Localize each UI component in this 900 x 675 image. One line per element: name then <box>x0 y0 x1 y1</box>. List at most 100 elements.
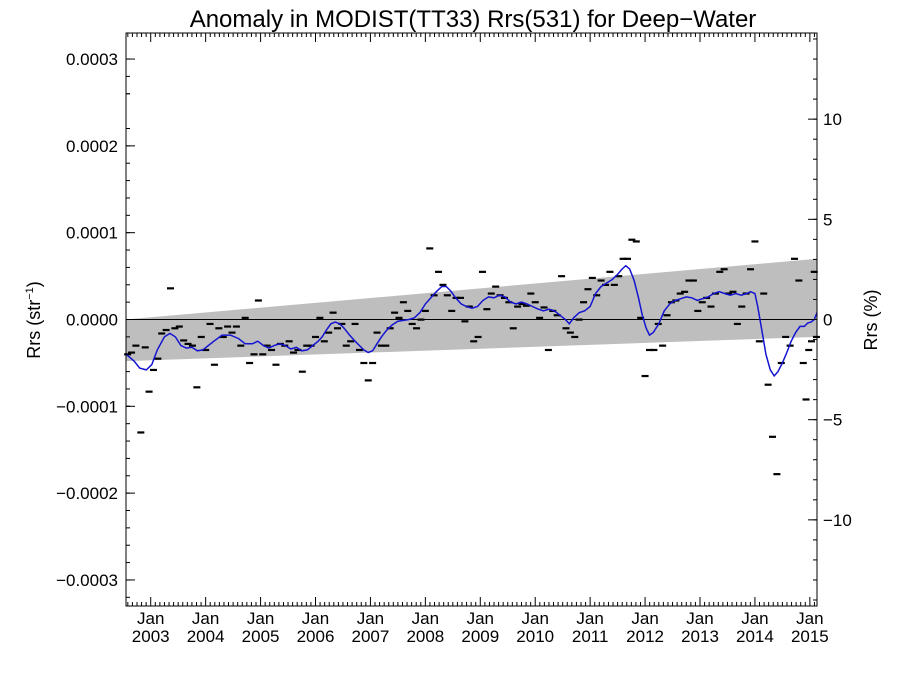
data-point <box>210 363 218 366</box>
data-point <box>430 294 438 297</box>
data-point <box>285 340 293 343</box>
data-point <box>500 296 508 299</box>
data-point <box>733 322 741 326</box>
data-point <box>676 292 684 295</box>
data-point <box>246 361 254 365</box>
left-tick-label: −0.0003 <box>56 571 118 590</box>
data-point <box>782 335 790 339</box>
data-point <box>137 431 145 434</box>
data-point <box>562 327 570 330</box>
data-point <box>404 309 412 313</box>
data-point <box>197 335 205 339</box>
data-point <box>805 348 813 352</box>
data-point <box>254 299 262 302</box>
data-point <box>799 361 807 365</box>
data-point <box>329 311 337 314</box>
data-point <box>154 357 162 360</box>
data-point <box>720 268 728 271</box>
y-axis-label-left-base: Rrs (str <box>24 300 44 359</box>
x-tick-label-year: 2006 <box>297 627 335 646</box>
data-point <box>544 348 552 352</box>
right-tick-label: 0 <box>823 311 832 330</box>
data-point <box>202 348 210 352</box>
x-tick-label-month: Jan <box>631 609 658 628</box>
data-point <box>421 309 429 313</box>
x-tick-label-year: 2015 <box>791 627 829 646</box>
x-tick-label-month: Jan <box>576 609 603 628</box>
data-point <box>729 290 737 293</box>
data-point <box>237 344 245 347</box>
data-point <box>149 368 157 372</box>
data-point <box>294 348 302 352</box>
data-point <box>663 314 671 317</box>
data-point <box>802 398 810 401</box>
data-point <box>747 268 755 271</box>
data-point <box>694 309 702 313</box>
x-tick-label-year: 2011 <box>572 627 609 646</box>
data-point <box>751 240 759 243</box>
data-point <box>790 257 798 260</box>
data-point <box>681 290 689 293</box>
data-point <box>228 331 236 334</box>
data-point <box>641 374 649 378</box>
x-tick-label-year: 2004 <box>187 627 225 646</box>
data-point <box>584 288 592 291</box>
data-point <box>303 344 311 347</box>
left-tick-label: 0.0002 <box>66 137 118 156</box>
left-tick-label: −0.0002 <box>56 484 118 503</box>
data-point <box>188 344 196 347</box>
data-point <box>457 296 465 299</box>
data-point <box>606 270 614 273</box>
data-point <box>588 276 596 280</box>
data-point <box>395 316 403 319</box>
data-point <box>312 335 320 339</box>
x-tick-label-year: 2010 <box>516 627 554 646</box>
left-tick-label: 0.0001 <box>66 224 118 243</box>
data-point <box>632 240 640 243</box>
data-point <box>571 335 579 339</box>
data-point <box>232 325 240 328</box>
data-point <box>650 348 658 352</box>
x-tick-label-month: Jan <box>247 609 274 628</box>
right-tick-label: 5 <box>823 210 832 229</box>
data-point <box>689 279 697 282</box>
data-point <box>307 344 315 347</box>
x-tick-label-month: Jan <box>137 609 164 628</box>
data-point <box>360 361 368 365</box>
data-point <box>413 327 421 330</box>
data-point <box>145 390 153 393</box>
data-point <box>597 279 605 282</box>
data-point <box>685 279 693 282</box>
data-point <box>659 344 667 347</box>
data-point <box>355 348 363 352</box>
y-axis-label-left-close: ) <box>24 281 44 287</box>
x-tick-label-month: Jan <box>796 609 823 628</box>
data-point <box>615 275 623 278</box>
data-point <box>132 344 140 347</box>
data-point <box>492 285 500 288</box>
x-tick-label-year: 2012 <box>626 627 664 646</box>
data-point <box>593 294 601 297</box>
data-point <box>241 316 249 319</box>
data-point <box>417 318 425 321</box>
data-point <box>760 292 768 295</box>
data-point <box>391 311 399 314</box>
data-point <box>408 322 416 326</box>
data-point <box>325 331 333 334</box>
data-point <box>333 327 341 330</box>
data-point <box>298 370 306 373</box>
data-point <box>369 361 377 365</box>
confidence-band <box>126 258 817 362</box>
data-point <box>272 363 280 366</box>
x-tick-label-year: 2009 <box>461 627 499 646</box>
data-point <box>522 304 530 307</box>
data-point <box>316 316 324 319</box>
data-point <box>725 292 733 295</box>
data-point <box>553 314 561 317</box>
y-axis-label-left-sup: −1 <box>24 287 36 300</box>
right-tick-label: −5 <box>823 411 842 430</box>
data-point <box>698 301 706 304</box>
data-point <box>623 257 631 260</box>
x-tick-label-month: Jan <box>686 609 713 628</box>
